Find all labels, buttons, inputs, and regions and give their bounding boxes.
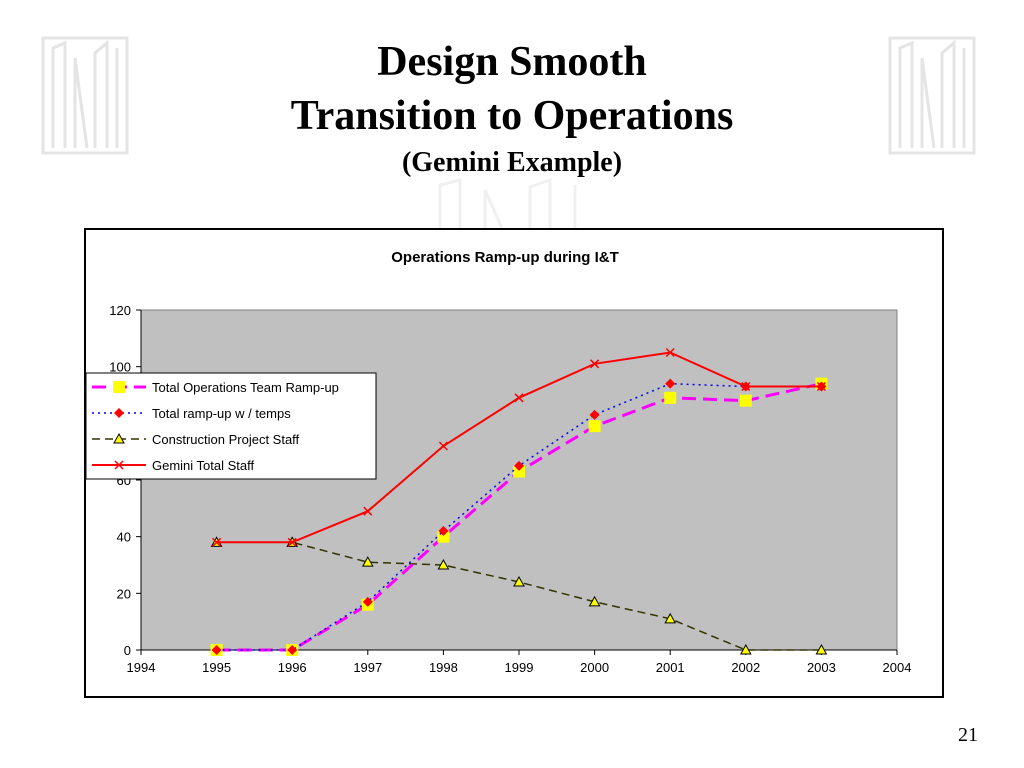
data-point [590, 359, 600, 369]
legend-marker [113, 432, 125, 444]
line-chart: Operations Ramp-up during I&T02040608010… [86, 249, 912, 675]
data-point [513, 575, 525, 587]
data-point [665, 347, 675, 358]
series-gemini-total-staff [212, 347, 826, 547]
y-tick-label: 100 [109, 360, 131, 375]
x-tick-label: 2000 [580, 660, 609, 675]
data-point [664, 612, 677, 624]
data-point [361, 556, 374, 567]
data-point [363, 506, 373, 516]
x-tick-label: 2002 [731, 660, 760, 675]
legend-label: Construction Project Staff [152, 432, 300, 447]
x-tick-label: 1996 [278, 660, 307, 675]
page-number: 21 [958, 724, 978, 746]
legend-label: Total Operations Team Ramp-up [152, 380, 339, 395]
x-tick-label: 2003 [807, 660, 836, 675]
data-point [211, 645, 222, 655]
legend-box [86, 372, 377, 480]
data-point [588, 420, 601, 433]
x-tick-label: 2001 [656, 660, 685, 675]
legend-label: Total ramp-up w / temps [152, 406, 291, 421]
y-tick-label: 40 [117, 530, 131, 545]
data-point [514, 460, 524, 471]
data-point [741, 381, 751, 392]
data-point [739, 394, 752, 407]
data-point [362, 596, 373, 607]
legend-entry: Total Operations Team Ramp-up [92, 380, 339, 395]
chart-title: Operations Ramp-up during I&T [391, 249, 619, 266]
data-point [514, 393, 524, 403]
x-tick-label: 1999 [505, 660, 534, 675]
y-tick-label: 20 [117, 586, 131, 601]
slide-title-line1: Design Smooth [377, 39, 647, 85]
emblem-watermark [438, 177, 577, 235]
x-tick-label: 1994 [127, 660, 156, 675]
x-tick-label: 2004 [883, 660, 912, 675]
legend-entry: Construction Project Staff [92, 432, 300, 447]
legend-marker [113, 381, 125, 393]
chart-container: Operations Ramp-up during I&T02040608010… [84, 228, 944, 698]
plot-area [140, 309, 898, 651]
data-point [664, 391, 677, 404]
legend-marker [114, 408, 124, 418]
x-tick-label: 1995 [202, 660, 231, 675]
legend-entry: Total ramp-up w / temps [92, 406, 291, 421]
data-point [287, 537, 297, 547]
slide-title-line2: Transition to Operations [290, 93, 734, 139]
data-point [739, 643, 752, 655]
data-point [816, 381, 826, 392]
y-tick-label: 120 [109, 303, 131, 318]
x-tick-label: 1998 [429, 660, 458, 675]
data-point [665, 378, 676, 389]
legend-label: Gemini Total Staff [152, 458, 255, 473]
x-tick-label: 1997 [353, 660, 382, 675]
data-point [589, 409, 600, 420]
data-point [438, 441, 448, 451]
data-point [287, 645, 298, 655]
legend-entry: Gemini Total Staff [92, 458, 255, 473]
data-point [438, 526, 449, 536]
chart-legend: Total Operations Team Ramp-up Total ramp-… [86, 372, 377, 480]
data-point [212, 537, 222, 547]
data-point [437, 558, 450, 570]
slide-subtitle: (Gemini Example) [401, 147, 623, 178]
emblem-logo-right [888, 36, 976, 155]
data-point [513, 465, 525, 478]
data-point [588, 595, 601, 607]
legend-marker [114, 460, 124, 470]
emblem-logo-left [41, 36, 129, 155]
y-tick-label: 0 [124, 643, 131, 658]
data-point [815, 643, 828, 655]
